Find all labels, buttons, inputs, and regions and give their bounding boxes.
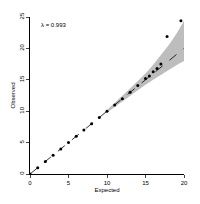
svg-text:5: 5: [67, 180, 71, 186]
svg-text:10: 10: [104, 180, 111, 186]
svg-text:Observed: Observed: [10, 82, 16, 108]
svg-text:15: 15: [19, 75, 25, 82]
svg-text:λ = 0.993: λ = 0.993: [41, 22, 67, 28]
svg-text:15: 15: [142, 180, 149, 186]
svg-text:20: 20: [181, 180, 188, 186]
svg-text:0: 0: [19, 171, 25, 175]
svg-text:5: 5: [19, 139, 25, 143]
svg-text:25: 25: [19, 12, 25, 19]
svg-text:10: 10: [19, 106, 25, 113]
svg-text:20: 20: [19, 44, 25, 51]
svg-text:0: 0: [28, 180, 32, 186]
svg-text:Expected: Expected: [94, 187, 119, 193]
